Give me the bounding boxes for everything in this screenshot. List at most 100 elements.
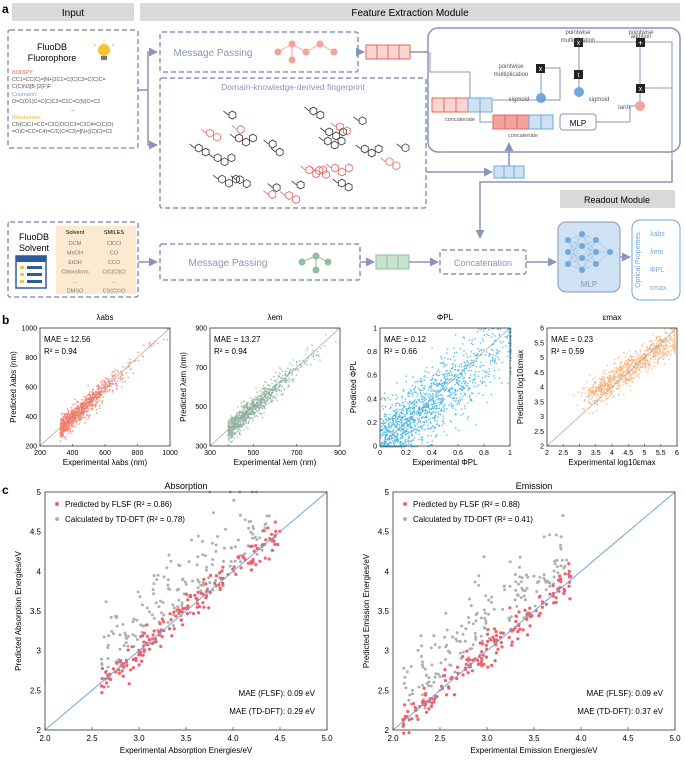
scatter-point xyxy=(446,364,447,365)
tddft-point xyxy=(444,612,447,615)
scatter-point xyxy=(310,364,311,365)
x-tick-label: 4 xyxy=(610,450,614,457)
tddft-point xyxy=(535,590,538,593)
scatter-point xyxy=(586,396,587,397)
scatter-point xyxy=(266,388,267,389)
scatter-point xyxy=(384,414,385,415)
tddft-point xyxy=(205,569,208,572)
scatter-point xyxy=(432,408,433,409)
scatter-point xyxy=(635,376,636,377)
scatter-point xyxy=(666,348,667,349)
flsf-point xyxy=(168,612,171,615)
scatter-point xyxy=(627,370,628,371)
scatter-point xyxy=(428,396,429,397)
solvent-smiles: CO xyxy=(110,251,119,257)
scatter-point xyxy=(474,361,475,362)
scatter-point xyxy=(414,407,415,408)
flsf-point xyxy=(181,623,184,626)
scatter-point xyxy=(608,397,609,398)
scatter-point xyxy=(384,393,385,394)
scatter-point xyxy=(248,420,249,421)
scatter-point xyxy=(382,435,383,436)
scatter-point xyxy=(65,417,66,418)
scatter-point xyxy=(461,382,462,383)
scatter-point xyxy=(432,399,433,400)
scatter-point xyxy=(608,372,609,373)
scatter-point xyxy=(306,360,307,361)
solvent-name: Chloroform xyxy=(61,270,89,276)
scatter-point xyxy=(421,443,422,444)
scatter-point xyxy=(447,379,448,380)
scatter-point xyxy=(599,382,600,383)
scatter-point xyxy=(61,414,62,415)
scatter-point xyxy=(287,367,288,368)
scatter-point xyxy=(414,403,415,404)
tddft-point xyxy=(455,640,458,643)
scatter-point xyxy=(479,366,480,367)
scatter-point xyxy=(396,427,397,428)
molecule xyxy=(264,140,276,148)
scatter-point xyxy=(236,427,237,428)
scatter-point xyxy=(76,423,77,424)
scatter-point xyxy=(405,418,406,419)
scatter-point xyxy=(648,366,649,367)
scatter-point xyxy=(247,404,248,405)
scatter-point xyxy=(607,393,608,394)
ring-mark xyxy=(368,149,375,157)
concatenate-label: concatenate xyxy=(445,117,475,123)
scatter-point xyxy=(412,419,413,420)
scatter-point xyxy=(626,360,627,361)
scatter-point xyxy=(267,385,268,386)
scatter-point xyxy=(439,375,440,376)
scatter-point xyxy=(664,363,665,364)
scatter-point xyxy=(137,360,138,361)
scatter-point xyxy=(664,346,665,347)
scatter-point xyxy=(390,425,391,426)
tddft-point xyxy=(514,580,517,583)
scatter-point xyxy=(288,378,289,379)
scatter-point xyxy=(588,393,589,394)
scatter-point xyxy=(272,392,273,393)
bond-mark xyxy=(264,140,269,144)
y-tick-label: 2 xyxy=(540,444,544,451)
scatter-point xyxy=(499,378,500,379)
flsf-point xyxy=(252,558,255,561)
scatter-point xyxy=(382,428,383,429)
flsf-point xyxy=(266,526,269,529)
scatter-point xyxy=(624,364,625,365)
scatter-point xyxy=(461,389,462,390)
scatter-point xyxy=(459,381,460,382)
scatter-point xyxy=(88,399,89,400)
scatter-point xyxy=(605,377,606,378)
scatter-point xyxy=(416,414,417,415)
scatter-point xyxy=(227,435,228,436)
tddft-point xyxy=(125,636,128,639)
scatter-point xyxy=(470,400,471,401)
scatter-point xyxy=(426,414,427,415)
scatter-point xyxy=(436,403,437,404)
scatter-point xyxy=(130,368,131,369)
scatter-point xyxy=(459,399,460,400)
scatter-point xyxy=(436,385,437,386)
scatter-point xyxy=(237,431,238,432)
scatter-point xyxy=(72,430,73,431)
scatter-point xyxy=(414,404,415,405)
scatter-point xyxy=(626,353,627,354)
scatter-point xyxy=(611,391,612,392)
scatter-point xyxy=(664,355,665,356)
scatter-point xyxy=(632,373,633,374)
flsf-point xyxy=(202,578,205,581)
tddft-point xyxy=(432,634,435,637)
scatter-point xyxy=(128,377,129,378)
scatter-point xyxy=(444,363,445,364)
scatter-point xyxy=(640,351,641,352)
scatter-point xyxy=(459,366,460,367)
scatter-point xyxy=(489,368,490,369)
scatter-point xyxy=(615,376,616,377)
scatter-point xyxy=(70,422,71,423)
x-tick-label: 0 xyxy=(378,450,382,457)
tddft-point xyxy=(214,579,217,582)
scatter-point xyxy=(230,441,231,442)
scatter-point xyxy=(418,426,419,427)
scatter-point xyxy=(592,413,593,414)
